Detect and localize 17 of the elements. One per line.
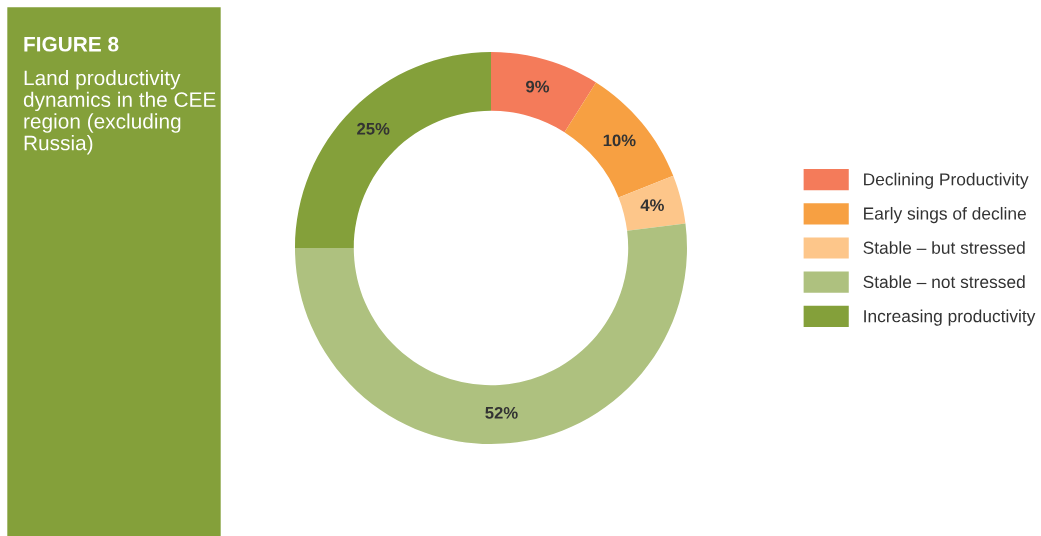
data-label: 4% [640,199,664,212]
data-label: 52% [485,406,518,419]
legend-label: Stable – but stressed [863,241,1025,254]
data-label: 25% [357,122,390,135]
data-label: 9% [526,80,550,93]
donut-slice [491,52,597,133]
donut-slice [295,52,491,248]
legend-label: Declining Productivity [864,172,1029,189]
legend-label: Stable – not stressed [863,275,1025,289]
text: FIGURE 8 [24,36,119,52]
donut-slice [564,82,674,198]
donut-slice [618,175,686,231]
legend-label: Increasing productivity [864,309,1036,326]
data-label: 10% [603,134,636,147]
legend-label: Early sings of decline [864,206,1026,224]
donut-slice [295,223,687,444]
text: Land productivity dynamics in the CEE region (excluding Russia) [23,70,216,155]
